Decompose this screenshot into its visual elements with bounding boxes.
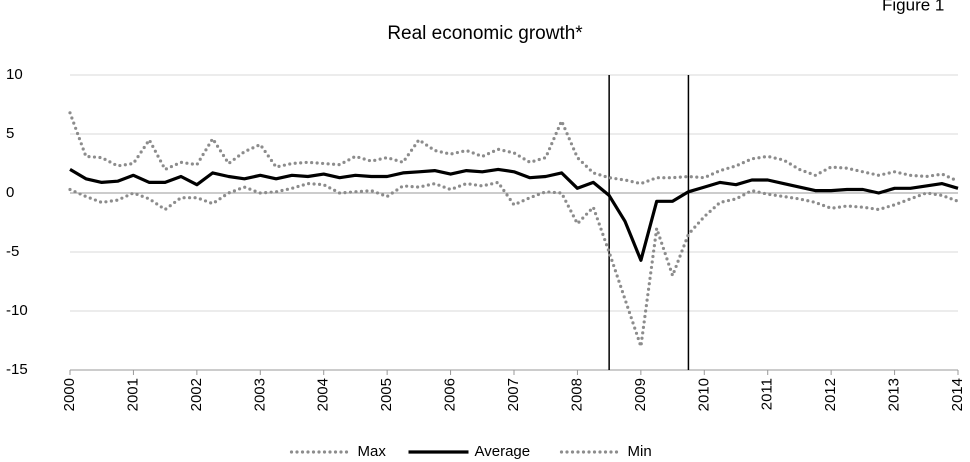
x-tick-label: 2010 bbox=[695, 378, 712, 411]
x-tick-label: 2001 bbox=[124, 378, 141, 411]
x-tick-label: 2007 bbox=[505, 378, 522, 411]
x-tick-label: 2014 bbox=[949, 378, 966, 411]
y-tick-label: 0 bbox=[6, 184, 14, 201]
y-tick-label: 10 bbox=[6, 66, 23, 83]
chart-title: Real economic growth* bbox=[387, 23, 583, 44]
y-tick-label: 5 bbox=[6, 125, 14, 142]
x-tick-label: 2011 bbox=[759, 378, 776, 410]
y-tick-label: -5 bbox=[6, 243, 19, 260]
legend-label: Average bbox=[475, 443, 531, 460]
x-tick-label: 2002 bbox=[188, 378, 205, 411]
x-tick-label: 2004 bbox=[315, 378, 332, 411]
figure-label: Figure 1 bbox=[882, 0, 944, 14]
series-line bbox=[69, 167, 959, 262]
x-tick-label: 2009 bbox=[632, 378, 649, 411]
legend-label: Max bbox=[358, 443, 387, 460]
x-tick-label: 2003 bbox=[251, 378, 268, 411]
x-tick-label: 2012 bbox=[822, 378, 839, 411]
x-tick-label: 2005 bbox=[378, 378, 395, 411]
y-tick-label: -15 bbox=[6, 361, 28, 378]
y-tick-label: -10 bbox=[6, 302, 28, 319]
series-line bbox=[68, 111, 960, 186]
legend-label: Min bbox=[628, 443, 652, 460]
x-tick-label: 2013 bbox=[886, 378, 903, 411]
x-tick-label: 2000 bbox=[61, 378, 78, 411]
x-tick-label: 2008 bbox=[568, 378, 585, 411]
legend: Max Average Min bbox=[289, 443, 652, 460]
x-tick-label: 2006 bbox=[442, 378, 459, 411]
series-line bbox=[68, 180, 960, 347]
